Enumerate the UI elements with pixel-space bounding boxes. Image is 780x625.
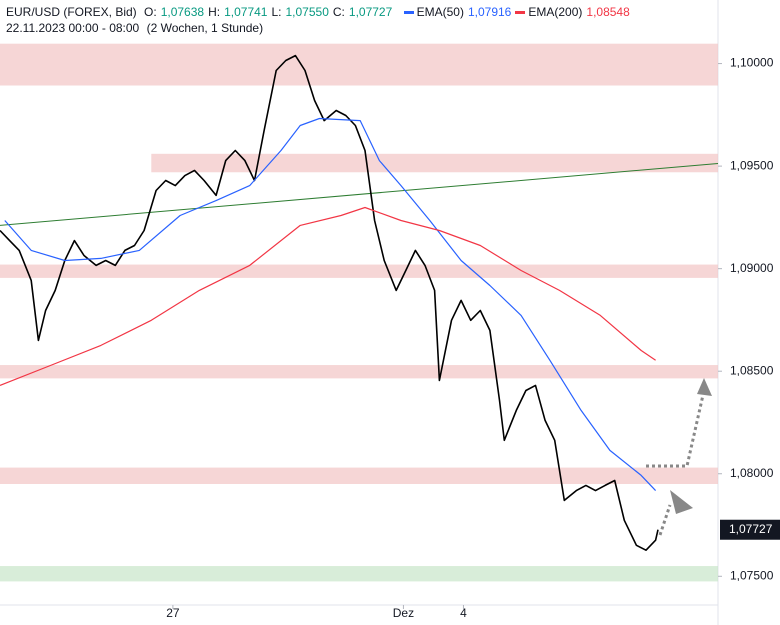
arrow-annotation bbox=[646, 394, 705, 468]
y-tick-label: 1,10000 bbox=[730, 56, 774, 70]
arrow-annotation bbox=[658, 504, 672, 536]
ema-line bbox=[4, 117, 657, 492]
ohlc-value: 1,07638 bbox=[160, 5, 205, 19]
ohlc-value: 1,07550 bbox=[285, 5, 329, 19]
range: (2 Wochen, 1 Stunde) bbox=[146, 21, 264, 35]
zone bbox=[151, 153, 718, 173]
ema-line bbox=[0, 206, 656, 386]
ema-legend: EMA(50) 1,07916 EMA(200) 1,08548 bbox=[403, 5, 634, 19]
legend-row: 22.11.2023 00:00 - 08:00 (2 Wochen, 1 St… bbox=[6, 20, 638, 36]
x-tick-label: Dez bbox=[393, 606, 414, 620]
legend-swatch bbox=[515, 11, 526, 15]
price-line bbox=[0, 54, 659, 551]
x-tick-label: 4 bbox=[460, 606, 467, 620]
ohlc-key: O: bbox=[144, 5, 157, 19]
ohlc-value: 1,07727 bbox=[348, 5, 393, 19]
ohlc: O: 1,07638 H: 1,07741 L: 1,07550 C: 1,07727 bbox=[144, 5, 396, 19]
legend-value: 1,07916 bbox=[467, 5, 512, 19]
ohlc-key: C: bbox=[332, 5, 345, 19]
arrow-head bbox=[697, 378, 712, 396]
zone bbox=[0, 467, 718, 484]
date: 22.11.2023 00:00 - 08:00 bbox=[6, 21, 140, 35]
last-price-label: 1,07727 bbox=[729, 522, 773, 536]
last-price-tag bbox=[720, 519, 780, 540]
legend-name: EMA(50) bbox=[416, 5, 464, 19]
zone bbox=[0, 566, 718, 582]
arrow-head bbox=[670, 490, 693, 514]
y-tick-label: 1,08000 bbox=[730, 466, 774, 480]
ohlc-key: H: bbox=[208, 5, 221, 19]
legend-name: EMA(200) bbox=[528, 5, 583, 19]
legend-row: EUR/USD (FOREX, Bid) O: 1,07638 H: 1,07741 L… bbox=[6, 4, 638, 20]
symbol: EUR/USD (FOREX, Bid) bbox=[6, 5, 137, 19]
zone bbox=[0, 264, 718, 278]
legend: EUR/USD (FOREX, Bid) O: 1,07638 H: 1,07741 L… bbox=[6, 4, 638, 36]
y-tick-label: 1,07500 bbox=[730, 568, 774, 582]
ohlc-value: 1,07741 bbox=[224, 5, 268, 19]
trendline bbox=[0, 162, 719, 226]
y-tick-label: 1,08500 bbox=[730, 363, 774, 377]
legend-swatch bbox=[403, 11, 414, 15]
zone bbox=[0, 365, 718, 379]
x-tick-label: 27 bbox=[166, 606, 180, 620]
legend-value: 1,08548 bbox=[586, 5, 630, 19]
ohlc-key: L: bbox=[271, 5, 282, 19]
zone bbox=[0, 43, 718, 86]
y-tick-label: 1,09000 bbox=[730, 261, 774, 275]
y-tick-label: 1,09500 bbox=[730, 158, 774, 172]
